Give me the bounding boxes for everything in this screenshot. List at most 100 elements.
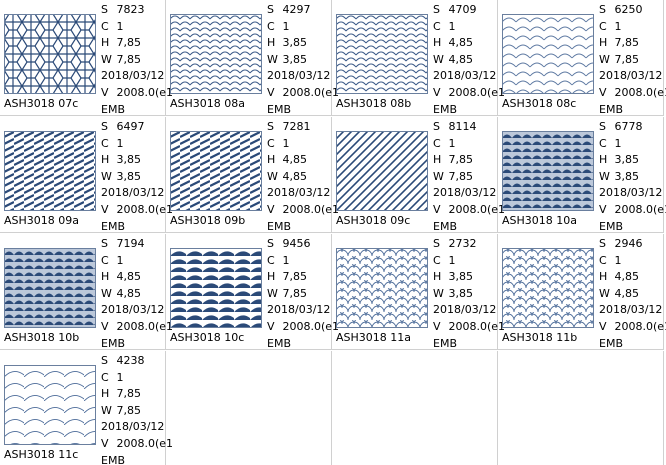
info-line: EMB — [101, 453, 173, 465]
field-label: W — [267, 52, 278, 66]
info-line: W 3,85 — [433, 286, 505, 303]
field-label: H — [101, 270, 110, 284]
info-line: H 3,85 — [267, 35, 339, 52]
field-value: EMB — [267, 102, 291, 116]
field-value: 2018/03/12 — [599, 69, 663, 83]
field-label: S — [101, 120, 108, 133]
field-value: 2018/03/12 — [267, 303, 331, 317]
info-line: S 4709 — [433, 2, 505, 19]
field-label: S — [101, 237, 108, 250]
field-value: 7,85 — [282, 270, 308, 284]
field-value: 2018/03/12 — [433, 186, 497, 200]
pattern-thumbnail — [336, 14, 428, 94]
info-line: C 1 — [267, 19, 339, 36]
field-value: 2018/03/12 — [267, 186, 331, 200]
info-line: 2018/03/12 — [599, 185, 666, 202]
info-line: H 3,85 — [101, 152, 173, 169]
pattern-thumbnail — [502, 248, 594, 328]
field-label: V — [101, 436, 109, 450]
field-value: 2008.0(e1 — [282, 202, 340, 216]
pattern-thumbnail — [4, 131, 96, 211]
info-line: 2018/03/12 — [433, 185, 505, 202]
item-cell — [498, 351, 664, 465]
info-line: S 7281 — [267, 119, 339, 136]
info-line: H 4,85 — [599, 269, 666, 286]
field-label: S — [267, 237, 274, 250]
info-line: H 4,85 — [101, 269, 173, 286]
field-value: 7823 — [116, 3, 145, 16]
field-value: 4,85 — [282, 169, 308, 183]
field-label: H — [101, 36, 110, 50]
info-line: S 6778 — [599, 119, 666, 136]
field-value: 2008.0(e1 — [116, 85, 174, 99]
field-value: 7,85 — [448, 169, 474, 183]
info-line: C 1 — [433, 253, 505, 270]
info-line: V 2008.0(e1 — [101, 202, 173, 219]
info-line: S 4297 — [267, 2, 339, 19]
field-label: H — [267, 270, 276, 284]
field-value: 7,85 — [116, 387, 142, 401]
field-label: W — [599, 52, 610, 66]
field-value: 7,85 — [614, 52, 640, 66]
info-line: S 4238 — [101, 353, 173, 370]
item-name: ASH3018 11c — [4, 448, 79, 461]
info-line: 2018/03/12 — [101, 419, 173, 436]
field-label: W — [599, 286, 610, 300]
info-line: S 6250 — [599, 2, 666, 19]
field-value: 6497 — [116, 120, 145, 133]
field-value: 1 — [448, 136, 456, 150]
pattern-fill — [502, 131, 594, 211]
field-label: W — [101, 169, 112, 183]
field-value: 2018/03/12 — [599, 186, 663, 200]
field-value: EMB — [433, 102, 457, 116]
field-value: 4,85 — [282, 153, 308, 167]
info-line: W 7,85 — [101, 52, 173, 69]
item-cell — [332, 351, 498, 465]
pattern-fill — [336, 14, 428, 94]
pattern-fill — [4, 248, 96, 328]
field-label: C — [267, 19, 275, 33]
pattern-fill — [170, 248, 262, 328]
field-label: V — [101, 319, 109, 333]
info-line: 2018/03/12 — [433, 302, 505, 319]
field-value: 1 — [116, 136, 124, 150]
info-line: H 4,85 — [433, 35, 505, 52]
item-name: ASH3018 08a — [170, 97, 246, 110]
field-value: 2008.0(e1 — [282, 319, 340, 333]
field-value: 2018/03/12 — [101, 420, 165, 434]
field-value: 1 — [282, 253, 290, 267]
info-line: H 3,85 — [433, 269, 505, 286]
field-value: 2946 — [614, 237, 643, 250]
field-value: 3,85 — [282, 36, 308, 50]
field-value: 1 — [448, 253, 456, 267]
info-line: H 7,85 — [101, 35, 173, 52]
info-line: C 1 — [599, 253, 666, 270]
info-line: V 2008.0(e1 — [101, 319, 173, 336]
field-value: 3,85 — [448, 286, 474, 300]
field-value: 2018/03/12 — [101, 303, 165, 317]
field-label: C — [433, 19, 441, 33]
field-value: 2008.0(e1 — [116, 202, 174, 216]
info-line: V 2008.0(e1 — [433, 202, 505, 219]
info-line: EMB — [599, 336, 666, 353]
info-line: 2018/03/12 — [101, 302, 173, 319]
info-line: C 1 — [267, 253, 339, 270]
